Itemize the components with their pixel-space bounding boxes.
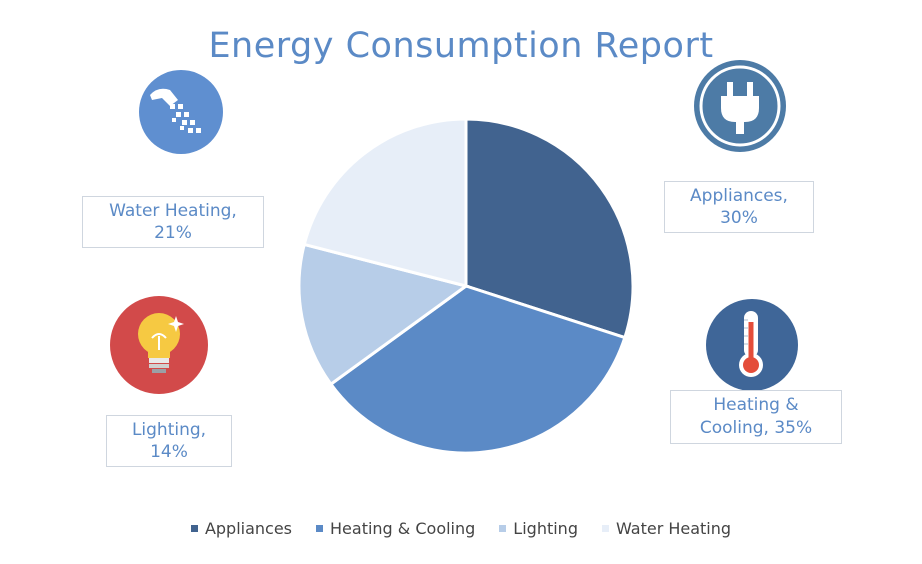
legend-swatch (316, 525, 324, 532)
data-label-water-heating: Water Heating, 21% (82, 196, 264, 248)
legend: Appliances Heating & Cooling Lighting Wa… (0, 519, 922, 538)
data-label-heating-cooling: Heating & Cooling, 35% (670, 390, 842, 444)
pie-slice-water-heating (302, 117, 468, 288)
legend-label: Appliances (204, 519, 293, 538)
pie-slice-lighting (297, 242, 470, 387)
plug-icon (694, 60, 786, 152)
pie-slice-heating-cooling (328, 284, 627, 455)
legend-label: Water Heating (615, 519, 732, 538)
legend-swatch (499, 525, 507, 532)
legend-label: Heating & Cooling (330, 519, 476, 538)
chart-title: Energy Consumption Report (208, 26, 714, 66)
legend-item-lighting: Lighting (499, 519, 578, 538)
legend-swatch (601, 525, 609, 532)
legend-swatch (190, 525, 198, 532)
legend-item-water-heating: Water Heating (601, 519, 732, 538)
legend-item-appliances: Appliances (190, 519, 293, 538)
thermometer-icon (706, 299, 798, 391)
data-label-lighting: Lighting, 14% (106, 415, 232, 467)
legend-label: Lighting (513, 519, 578, 538)
pie-slice-appliances (464, 117, 635, 340)
legend-item-heating-cooling: Heating & Cooling (316, 519, 475, 538)
shower-icon (139, 70, 223, 154)
lightbulb-icon (110, 296, 208, 394)
data-label-appliances: Appliances, 30% (664, 181, 814, 233)
